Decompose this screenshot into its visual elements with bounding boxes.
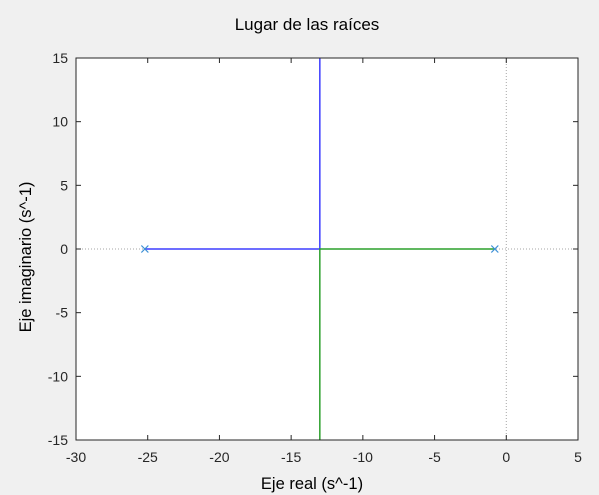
chart-title: Lugar de las raíces <box>235 15 380 34</box>
y-tick-label: 15 <box>52 50 68 66</box>
y-tick-label: -5 <box>56 305 69 321</box>
y-tick-label: 0 <box>60 241 68 257</box>
axis-ticks: -30 -25 -20 -15 -10 -5 0 5 -15 -10 -5 0 5 10 15 <box>48 50 582 465</box>
pole-marker-2 <box>490 245 499 253</box>
pole-marker-1 <box>140 245 149 253</box>
y-tick-label: -15 <box>48 432 68 448</box>
x-tick-label: -20 <box>209 449 229 465</box>
x-tick-label: 0 <box>502 449 510 465</box>
x-tick-label: -15 <box>281 449 301 465</box>
plot-content <box>76 58 578 440</box>
x-tick-label: -5 <box>428 449 441 465</box>
x-tick-label: 5 <box>574 449 582 465</box>
y-tick-label: -10 <box>48 368 68 384</box>
y-axis-label: Eje imaginario (s^-1) <box>17 182 35 333</box>
pole-marker-stroke <box>490 245 499 253</box>
y-tick-label: 5 <box>60 177 68 193</box>
pole-marker-stroke <box>140 245 149 253</box>
x-tick-label: -10 <box>353 449 373 465</box>
x-tick-label: -25 <box>138 449 158 465</box>
locus-branch-2 <box>319 248 495 440</box>
x-axis-label: Eje real (s^-1) <box>261 475 363 493</box>
y-tick-label: 10 <box>52 114 68 130</box>
x-tick-label: -30 <box>66 449 86 465</box>
